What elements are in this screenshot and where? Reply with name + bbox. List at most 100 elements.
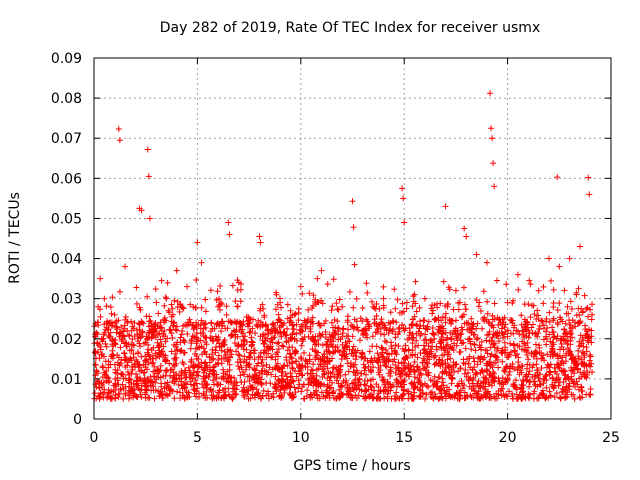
- data-point: [581, 351, 588, 358]
- data-point: [306, 290, 313, 297]
- data-point: [265, 395, 272, 402]
- data-point: [391, 356, 398, 363]
- data-point: [535, 375, 542, 382]
- data-point: [128, 318, 135, 325]
- data-point: [113, 383, 120, 390]
- data-point: [306, 356, 313, 363]
- data-point: [154, 367, 161, 374]
- data-point: [554, 333, 561, 340]
- data-point: [411, 383, 418, 390]
- data-point: [415, 379, 422, 386]
- data-point: [444, 341, 451, 348]
- data-point: [350, 224, 357, 231]
- data-point: [103, 303, 110, 310]
- data-point: [302, 325, 309, 332]
- data-point: [390, 318, 397, 325]
- data-point: [188, 338, 195, 345]
- data-point: [169, 334, 176, 341]
- data-point: [95, 322, 102, 329]
- data-point: [388, 343, 395, 350]
- data-point: [144, 293, 151, 300]
- data-point: [405, 373, 412, 380]
- data-point: [117, 360, 124, 367]
- data-point: [414, 363, 421, 370]
- data-point: [476, 355, 483, 362]
- data-point: [503, 281, 510, 288]
- data-point: [501, 350, 508, 357]
- data-point: [333, 377, 340, 384]
- data-point: [576, 243, 583, 250]
- data-point: [518, 312, 525, 319]
- data-point: [381, 359, 388, 366]
- data-point: [99, 382, 106, 389]
- data-point: [214, 382, 221, 389]
- data-point: [314, 275, 321, 282]
- data-point: [505, 372, 512, 379]
- x-tick-label: 5: [193, 430, 202, 446]
- data-point: [589, 311, 596, 318]
- data-point: [589, 369, 596, 376]
- data-point: [171, 355, 178, 362]
- data-point: [136, 362, 143, 369]
- data-point: [212, 349, 219, 356]
- data-point: [193, 329, 200, 336]
- data-point: [97, 346, 104, 353]
- data-point: [408, 380, 415, 387]
- data-point: [425, 383, 432, 390]
- data-point: [295, 317, 302, 324]
- data-point: [202, 324, 209, 331]
- data-point: [130, 350, 137, 357]
- data-point: [351, 316, 358, 323]
- data-point: [190, 382, 197, 389]
- y-tick-label: 0.02: [51, 332, 82, 348]
- data-point: [189, 333, 196, 340]
- x-tick-label: 0: [90, 430, 99, 446]
- data-point: [501, 367, 508, 374]
- plot-frame: [93, 57, 612, 420]
- data-point: [423, 359, 430, 366]
- data-point: [583, 344, 590, 351]
- data-point: [562, 330, 569, 337]
- data-point: [487, 362, 494, 369]
- data-point: [540, 322, 547, 329]
- data-point: [487, 353, 494, 360]
- data-point: [139, 329, 146, 336]
- data-point: [480, 288, 487, 295]
- data-point: [579, 359, 586, 366]
- data-point: [448, 336, 455, 343]
- data-point: [575, 305, 582, 312]
- data-point: [281, 389, 288, 396]
- data-point: [168, 330, 175, 337]
- data-point: [373, 357, 380, 364]
- data-point: [463, 356, 470, 363]
- data-point: [403, 299, 410, 306]
- data-point: [429, 325, 436, 332]
- data-point: [410, 384, 417, 391]
- data-point: [193, 388, 200, 395]
- data-point: [473, 251, 480, 258]
- data-point: [490, 160, 497, 167]
- data-point: [335, 325, 342, 332]
- data-point: [124, 369, 131, 376]
- data-point: [284, 325, 291, 332]
- data-point: [465, 320, 472, 327]
- data-point: [511, 348, 518, 355]
- data-point: [500, 319, 507, 326]
- data-point: [326, 385, 333, 392]
- y-tick-label: 0: [73, 412, 82, 428]
- data-point: [234, 343, 241, 350]
- data-point: [424, 360, 431, 367]
- data-point: [470, 382, 477, 389]
- data-point: [201, 321, 208, 328]
- data-point: [225, 318, 232, 325]
- data-point: [233, 386, 240, 393]
- data-point: [235, 351, 242, 358]
- data-point: [191, 381, 198, 388]
- data-point: [458, 378, 465, 385]
- data-point: [296, 326, 303, 333]
- data-point: [583, 306, 590, 313]
- data-point: [193, 323, 200, 330]
- data-point: [249, 384, 256, 391]
- data-point: [137, 343, 144, 350]
- data-point: [491, 378, 498, 385]
